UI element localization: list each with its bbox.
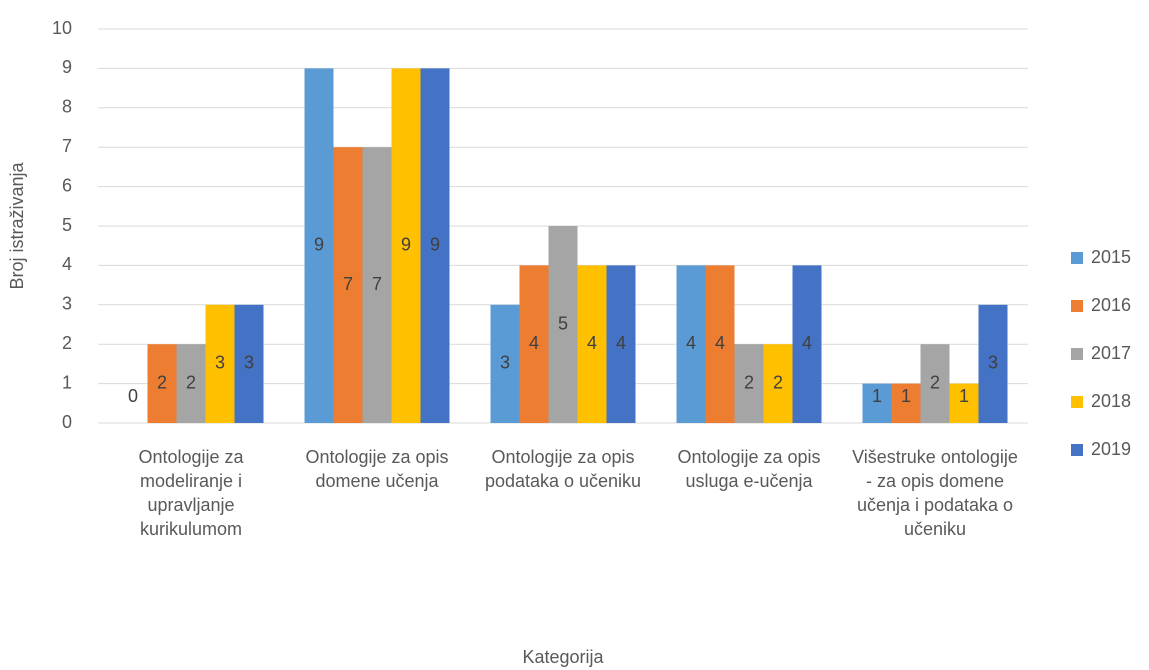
legend-swatch [1071, 300, 1083, 312]
bar [333, 147, 363, 423]
data-label: 4 [686, 333, 696, 353]
data-label: 3 [215, 353, 225, 373]
bar [391, 68, 421, 424]
data-label: 3 [500, 353, 510, 373]
data-label: 4 [616, 333, 626, 353]
y-tick-label: 9 [62, 57, 72, 77]
bar [978, 304, 1008, 423]
y-axis-label: Broj istraživanja [7, 161, 27, 289]
bar [147, 344, 177, 423]
x-tick-label: Ontologije za modeliranje i upravljanje … [138, 447, 244, 539]
bar [205, 304, 235, 423]
bar [176, 344, 206, 423]
bar [519, 265, 549, 423]
y-tick-label: 5 [62, 215, 72, 235]
data-label: 4 [715, 333, 725, 353]
bar [676, 265, 706, 423]
data-label: 7 [343, 274, 353, 294]
bar [705, 265, 735, 423]
bar [362, 147, 392, 423]
bar [891, 383, 921, 423]
y-tick-label: 0 [62, 412, 72, 432]
data-label: 4 [802, 333, 812, 353]
bar [862, 383, 892, 423]
legend-label: 2018 [1091, 391, 1131, 411]
bar [548, 226, 578, 423]
y-tick-label: 2 [62, 333, 72, 353]
data-label: 2 [157, 372, 167, 392]
x-tick-label: Ontologije za opis usluga e-učenja [677, 447, 821, 491]
legend-label: 2019 [1091, 439, 1131, 459]
data-label: 2 [186, 372, 196, 392]
legend-label: 2016 [1091, 295, 1131, 315]
y-tick-label: 1 [62, 372, 72, 392]
x-axis-label: Kategorija [522, 647, 604, 667]
data-label: 2 [930, 372, 940, 392]
data-label: 2 [744, 372, 754, 392]
data-label: 3 [244, 353, 254, 373]
bar [304, 68, 334, 424]
bar [792, 265, 822, 423]
bar [949, 383, 979, 423]
x-tick-label: Ontologije za opis domene učenja [305, 447, 449, 491]
bar [920, 344, 950, 423]
y-tick-label: 3 [62, 294, 72, 314]
data-label: 1 [959, 386, 969, 406]
legend-swatch [1071, 252, 1083, 264]
bar [606, 265, 636, 423]
data-label: 0 [128, 386, 138, 406]
legend-swatch [1071, 348, 1083, 360]
data-label: 1 [872, 386, 882, 406]
bar [234, 304, 264, 423]
data-label: 4 [587, 333, 597, 353]
x-tick-label: Ontologije za opis podataka o učeniku [484, 447, 642, 491]
y-tick-label: 6 [62, 175, 72, 195]
data-label: 5 [558, 313, 568, 333]
x-tick-label: Višestruke ontologije - za opis domene u… [852, 447, 1018, 539]
bar [763, 344, 793, 423]
y-tick-label: 7 [62, 136, 72, 156]
legend-label: 2017 [1091, 343, 1131, 363]
data-label: 9 [430, 234, 440, 254]
data-label: 9 [314, 234, 324, 254]
data-label: 1 [901, 386, 911, 406]
y-tick-label: 10 [52, 18, 72, 38]
legend-label: 2015 [1091, 247, 1131, 267]
data-label: 7 [372, 274, 382, 294]
y-tick-label: 4 [62, 254, 72, 274]
legend-swatch [1071, 396, 1083, 408]
bar [490, 304, 520, 423]
bar [734, 344, 764, 423]
bar [420, 68, 450, 424]
data-label: 4 [529, 333, 539, 353]
bar [577, 265, 607, 423]
data-label: 9 [401, 234, 411, 254]
data-label: 3 [988, 353, 998, 373]
data-label: 2 [773, 372, 783, 392]
y-tick-label: 8 [62, 97, 72, 117]
legend-swatch [1071, 444, 1083, 456]
